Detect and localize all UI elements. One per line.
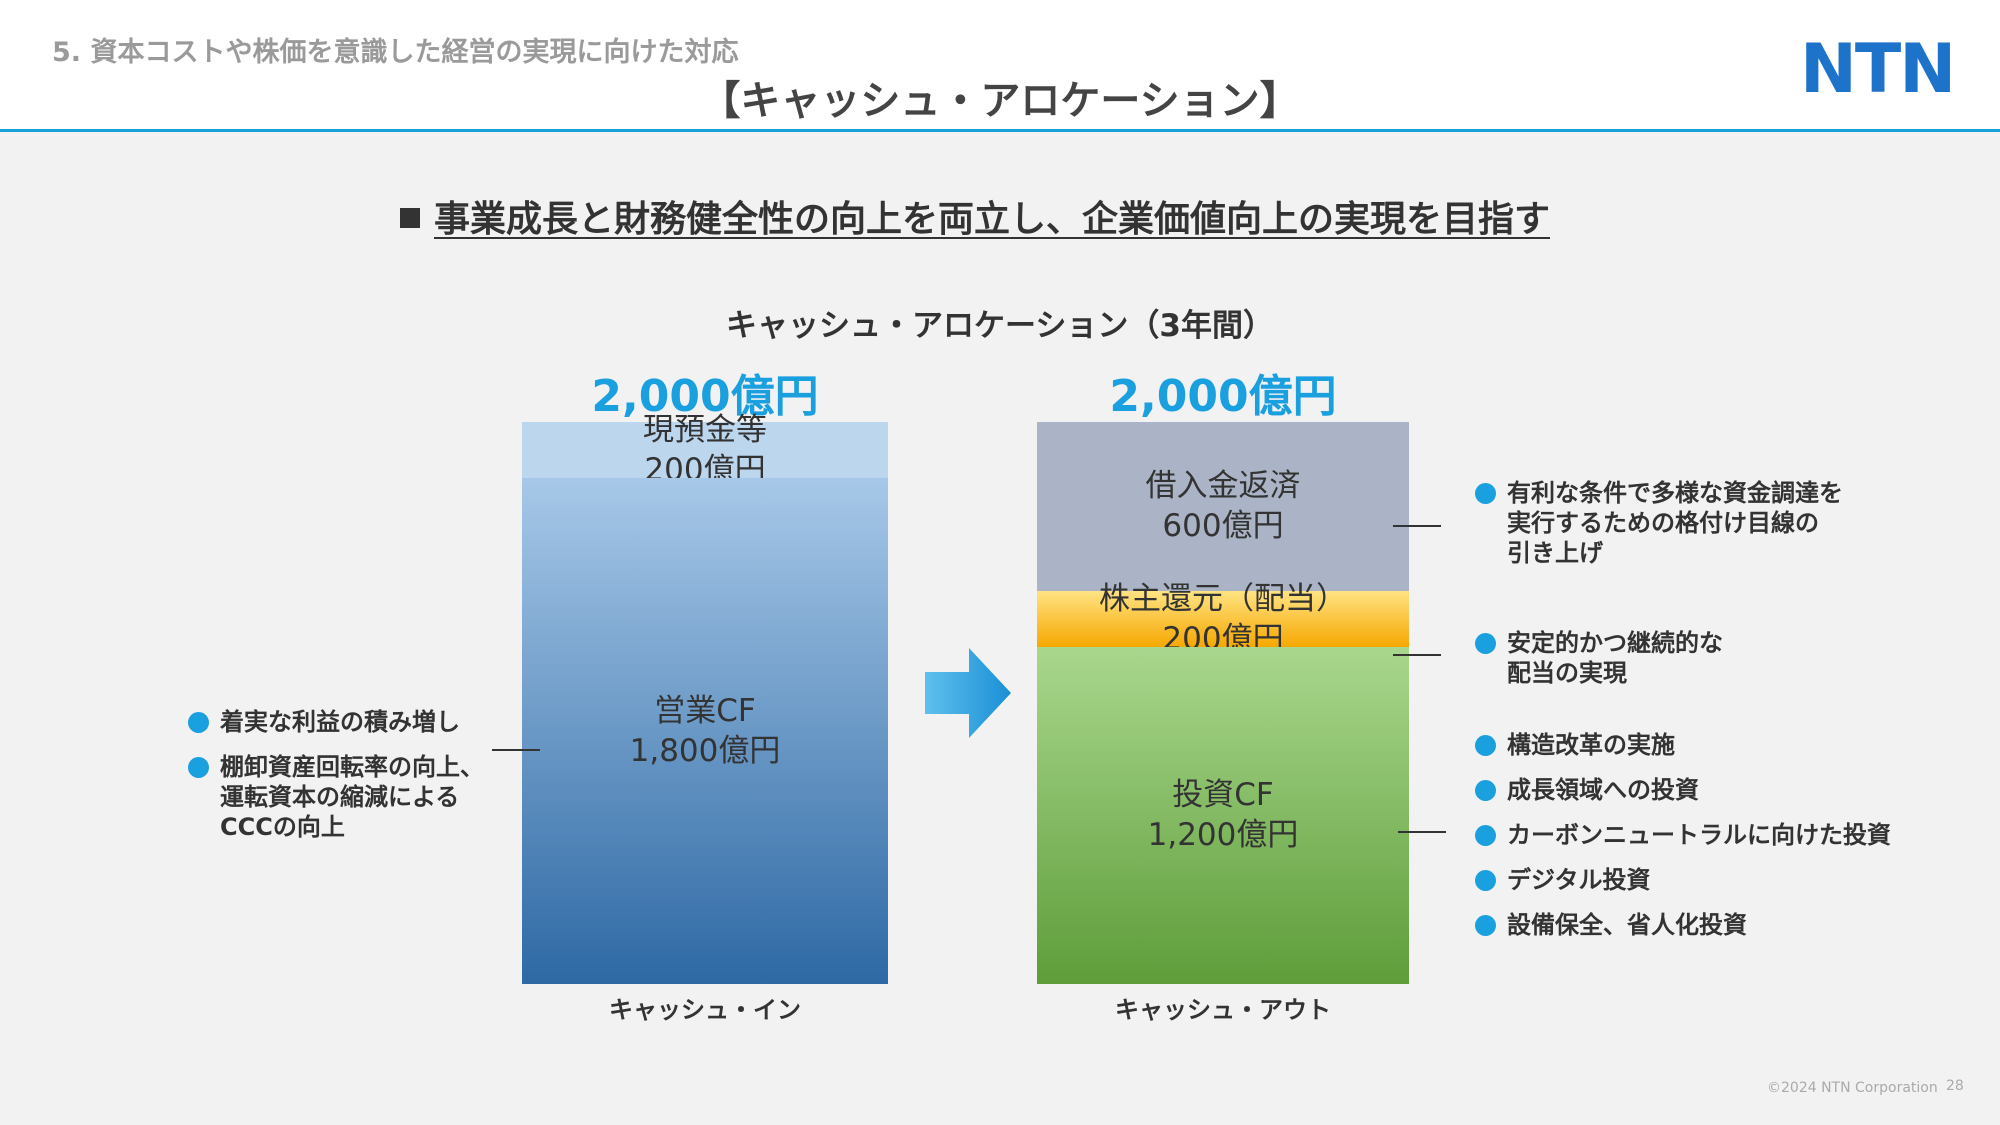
- segment-value-investment-cf: 1,200億円: [1147, 817, 1299, 854]
- bullet-dot-icon: [1475, 735, 1496, 756]
- copyright: ©2024 NTN Corporation: [1767, 1080, 1938, 1096]
- bar-cash-out: 借入金返済 600億円 株主還元（配当） 200億円 投資CF 1,200億円: [1037, 422, 1409, 984]
- list-item: カーボンニュートラルに向けた投資: [1475, 820, 1955, 850]
- connector-investment: [1398, 831, 1446, 833]
- list-item: デジタル投資: [1475, 865, 1955, 895]
- segment-investment-cf: 投資CF 1,200億円: [1037, 646, 1409, 984]
- square-bullet-icon: [400, 208, 420, 228]
- segment-name-operating-cf: 営業CF: [654, 693, 756, 730]
- notes-dividend: 安定的かつ継続的な 配当の実現: [1475, 628, 1895, 703]
- list-item: 安定的かつ継続的な 配当の実現: [1475, 628, 1895, 688]
- segment-operating-cf: 営業CF 1,800億円: [522, 478, 888, 984]
- list-item: 有利な条件で多様な資金調達を 実行するための格付け目線の 引き上げ: [1475, 478, 1895, 568]
- list-item: 成長領域への投資: [1475, 775, 1955, 805]
- chart-title: キャッシュ・アロケーション（3年間）: [726, 308, 1274, 344]
- segment-name-dividend: 株主還元（配当）: [1099, 580, 1347, 617]
- segment-value-repayment: 600億円: [1162, 508, 1284, 545]
- headline-text: 事業成長と財務健全性の向上を両立し、企業価値向上の実現を目指す: [434, 199, 1551, 240]
- bullet-dot-icon: [1475, 780, 1496, 801]
- right-arrow-icon: [925, 648, 1011, 738]
- headline: 事業成長と財務健全性の向上を両立し、企業価値向上の実現を目指す: [400, 190, 1550, 242]
- segment-cash: 現預金等 200億円: [522, 412, 888, 488]
- list-item: 構造改革の実施: [1475, 730, 1955, 760]
- bullet-dot-icon: [1475, 633, 1496, 654]
- total-label-cash-out: 2,000億円: [1109, 371, 1337, 422]
- segment-dividend: 株主還元（配当） 200億円: [1037, 581, 1409, 657]
- category-label-cash-out: キャッシュ・アウト: [1115, 996, 1331, 1024]
- total-label-cash-in: 2,000億円: [591, 371, 819, 422]
- category-label-cash-in: キャッシュ・イン: [609, 996, 801, 1024]
- page-title: 【キャッシュ・アロケーション】: [700, 78, 1300, 124]
- bullet-dot-icon: [1475, 483, 1496, 504]
- segment-label-investment-cf: 投資CF 1,200億円: [1037, 775, 1409, 855]
- section-title: 5. 資本コストや株価を意識した経営の実現に向けた対応: [52, 37, 739, 68]
- connector-cash-in: [492, 749, 540, 751]
- bullet-dot-icon: [1475, 870, 1496, 891]
- segment-name-investment-cf: 投資CF: [1172, 777, 1274, 814]
- list-item: 着実な利益の積み増し: [188, 707, 508, 737]
- page-number: 28: [1946, 1078, 1964, 1094]
- segment-name-cash: 現預金等: [643, 412, 767, 449]
- notes-investment: 構造改革の実施 成長領域への投資 カーボンニュートラルに向けた投資 デジタル投資…: [1475, 730, 1955, 955]
- segment-name-repayment: 借入金返済: [1145, 468, 1301, 505]
- notes-cash-in: 着実な利益の積み増し 棚卸資産回転率の向上、 運転資本の縮減による CCCの向上: [188, 707, 508, 857]
- segment-label-repayment: 借入金返済 600億円: [1037, 466, 1409, 546]
- connector-dividend: [1393, 654, 1441, 656]
- bullet-dot-icon: [1475, 825, 1496, 846]
- header: 5. 資本コストや株価を意識した経営の実現に向けた対応 【キャッシュ・アロケーシ…: [0, 0, 2000, 132]
- notes-repayment: 有利な条件で多様な資金調達を 実行するための格付け目線の 引き上げ: [1475, 478, 1895, 583]
- bar-cash-in: 現預金等 200億円 営業CF 1,800億円: [522, 412, 888, 984]
- segment-label-operating-cf: 営業CF 1,800億円: [522, 691, 888, 771]
- bullet-dot-icon: [188, 712, 209, 733]
- list-item: 設備保全、省人化投資: [1475, 910, 1955, 940]
- list-item: 棚卸資産回転率の向上、 運転資本の縮減による CCCの向上: [188, 752, 508, 842]
- connector-repayment: [1393, 525, 1441, 527]
- segment-value-operating-cf: 1,800億円: [629, 733, 781, 770]
- bullet-dot-icon: [188, 757, 209, 778]
- segment-repayment: 借入金返済 600億円: [1037, 422, 1409, 591]
- bullet-dot-icon: [1475, 915, 1496, 936]
- ntn-logo: NTN: [1800, 30, 1956, 109]
